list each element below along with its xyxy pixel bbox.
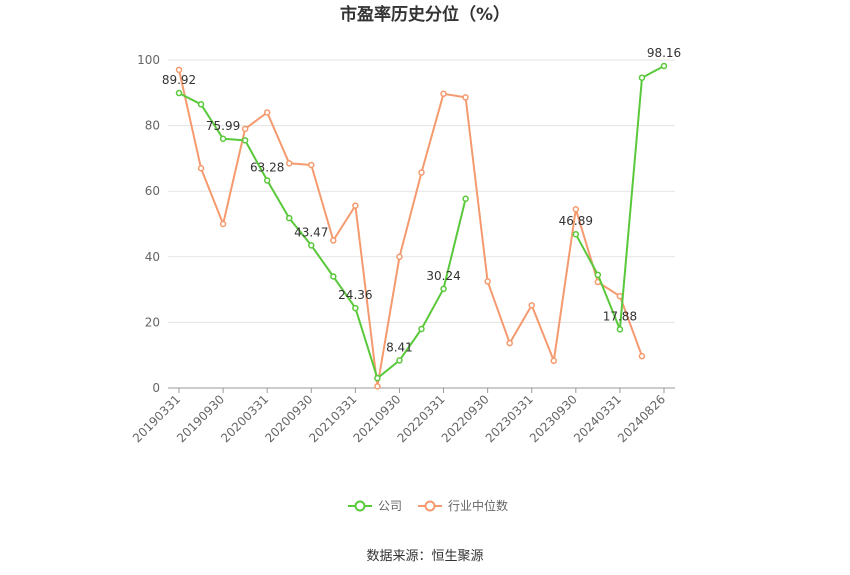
data-point (616, 292, 624, 300)
y-tick-label: 100 (137, 53, 160, 67)
data-point (418, 325, 425, 333)
data-point (396, 357, 403, 364)
data-label: 98.16 (647, 46, 681, 60)
data-point (197, 101, 205, 108)
data-label: 46.89 (559, 214, 593, 228)
y-tick-label: 60 (145, 184, 160, 198)
data-point (506, 339, 513, 347)
data-point (462, 94, 469, 101)
y-tick-label: 40 (145, 250, 160, 264)
data-point (572, 230, 580, 238)
legend: 公司 行业中位数 (348, 498, 508, 513)
data-point (638, 352, 646, 360)
data-point (175, 89, 183, 97)
data-point (308, 161, 315, 169)
data-point (197, 164, 205, 172)
legend-label: 行业中位数 (448, 498, 508, 513)
series-line (574, 65, 665, 331)
data-point (352, 202, 359, 209)
data-point (396, 253, 403, 261)
data-point (550, 357, 558, 365)
legend-item-company[interactable]: 公司 (348, 499, 402, 513)
data-point (330, 273, 337, 280)
data-point (638, 74, 646, 81)
data-label: 8.41 (386, 340, 413, 354)
data-point (374, 374, 381, 382)
data-point (440, 90, 447, 98)
data-point (219, 135, 227, 143)
data-point (528, 302, 535, 309)
y-tick-label: 0 (152, 381, 160, 395)
data-point (374, 383, 381, 390)
data-point (616, 326, 624, 333)
data-label: 30.24 (426, 269, 460, 283)
legend-marker (424, 500, 436, 512)
x-tick-label: 20240826 (615, 392, 668, 445)
data-labels: 89.92 75.99 63.28 43.47 24.36 8.41 30.24 46.89 1… (162, 46, 681, 354)
source-note: 数据来源：恒生聚源 (366, 549, 483, 564)
data-point (241, 125, 249, 133)
data-point (308, 242, 315, 249)
data-label: 75.99 (206, 119, 240, 133)
data-point (219, 220, 227, 228)
data-label: 63.28 (250, 160, 284, 174)
legend-marker (354, 500, 366, 512)
data-label: 24.36 (338, 288, 372, 302)
data-point (285, 214, 293, 222)
data-point (484, 278, 491, 285)
series-line (178, 69, 643, 388)
data-point (462, 195, 469, 202)
data-point (572, 205, 580, 213)
data-point (330, 237, 337, 244)
data-point (263, 109, 271, 116)
data-point (660, 62, 668, 70)
data-point (241, 137, 249, 144)
data-point (440, 285, 447, 293)
chart-title: 市盈率历史分位（%） (340, 4, 510, 25)
series-industry-median (175, 66, 646, 390)
series-layer (175, 62, 668, 390)
data-point (418, 169, 425, 176)
series-line (178, 92, 467, 380)
y-tick-label: 20 (145, 315, 160, 329)
data-label: 17.88 (603, 309, 637, 323)
data-point (175, 66, 183, 74)
legend-item-industry-median[interactable]: 行业中位数 (418, 498, 508, 513)
data-label: 43.47 (294, 225, 328, 239)
data-label: 89.92 (162, 73, 196, 87)
data-point (263, 177, 271, 184)
data-point (285, 160, 293, 167)
y-tick-label: 80 (145, 119, 160, 133)
series-company (175, 62, 668, 382)
legend-label: 公司 (378, 499, 402, 513)
data-point (352, 304, 359, 312)
data-point (594, 271, 602, 279)
